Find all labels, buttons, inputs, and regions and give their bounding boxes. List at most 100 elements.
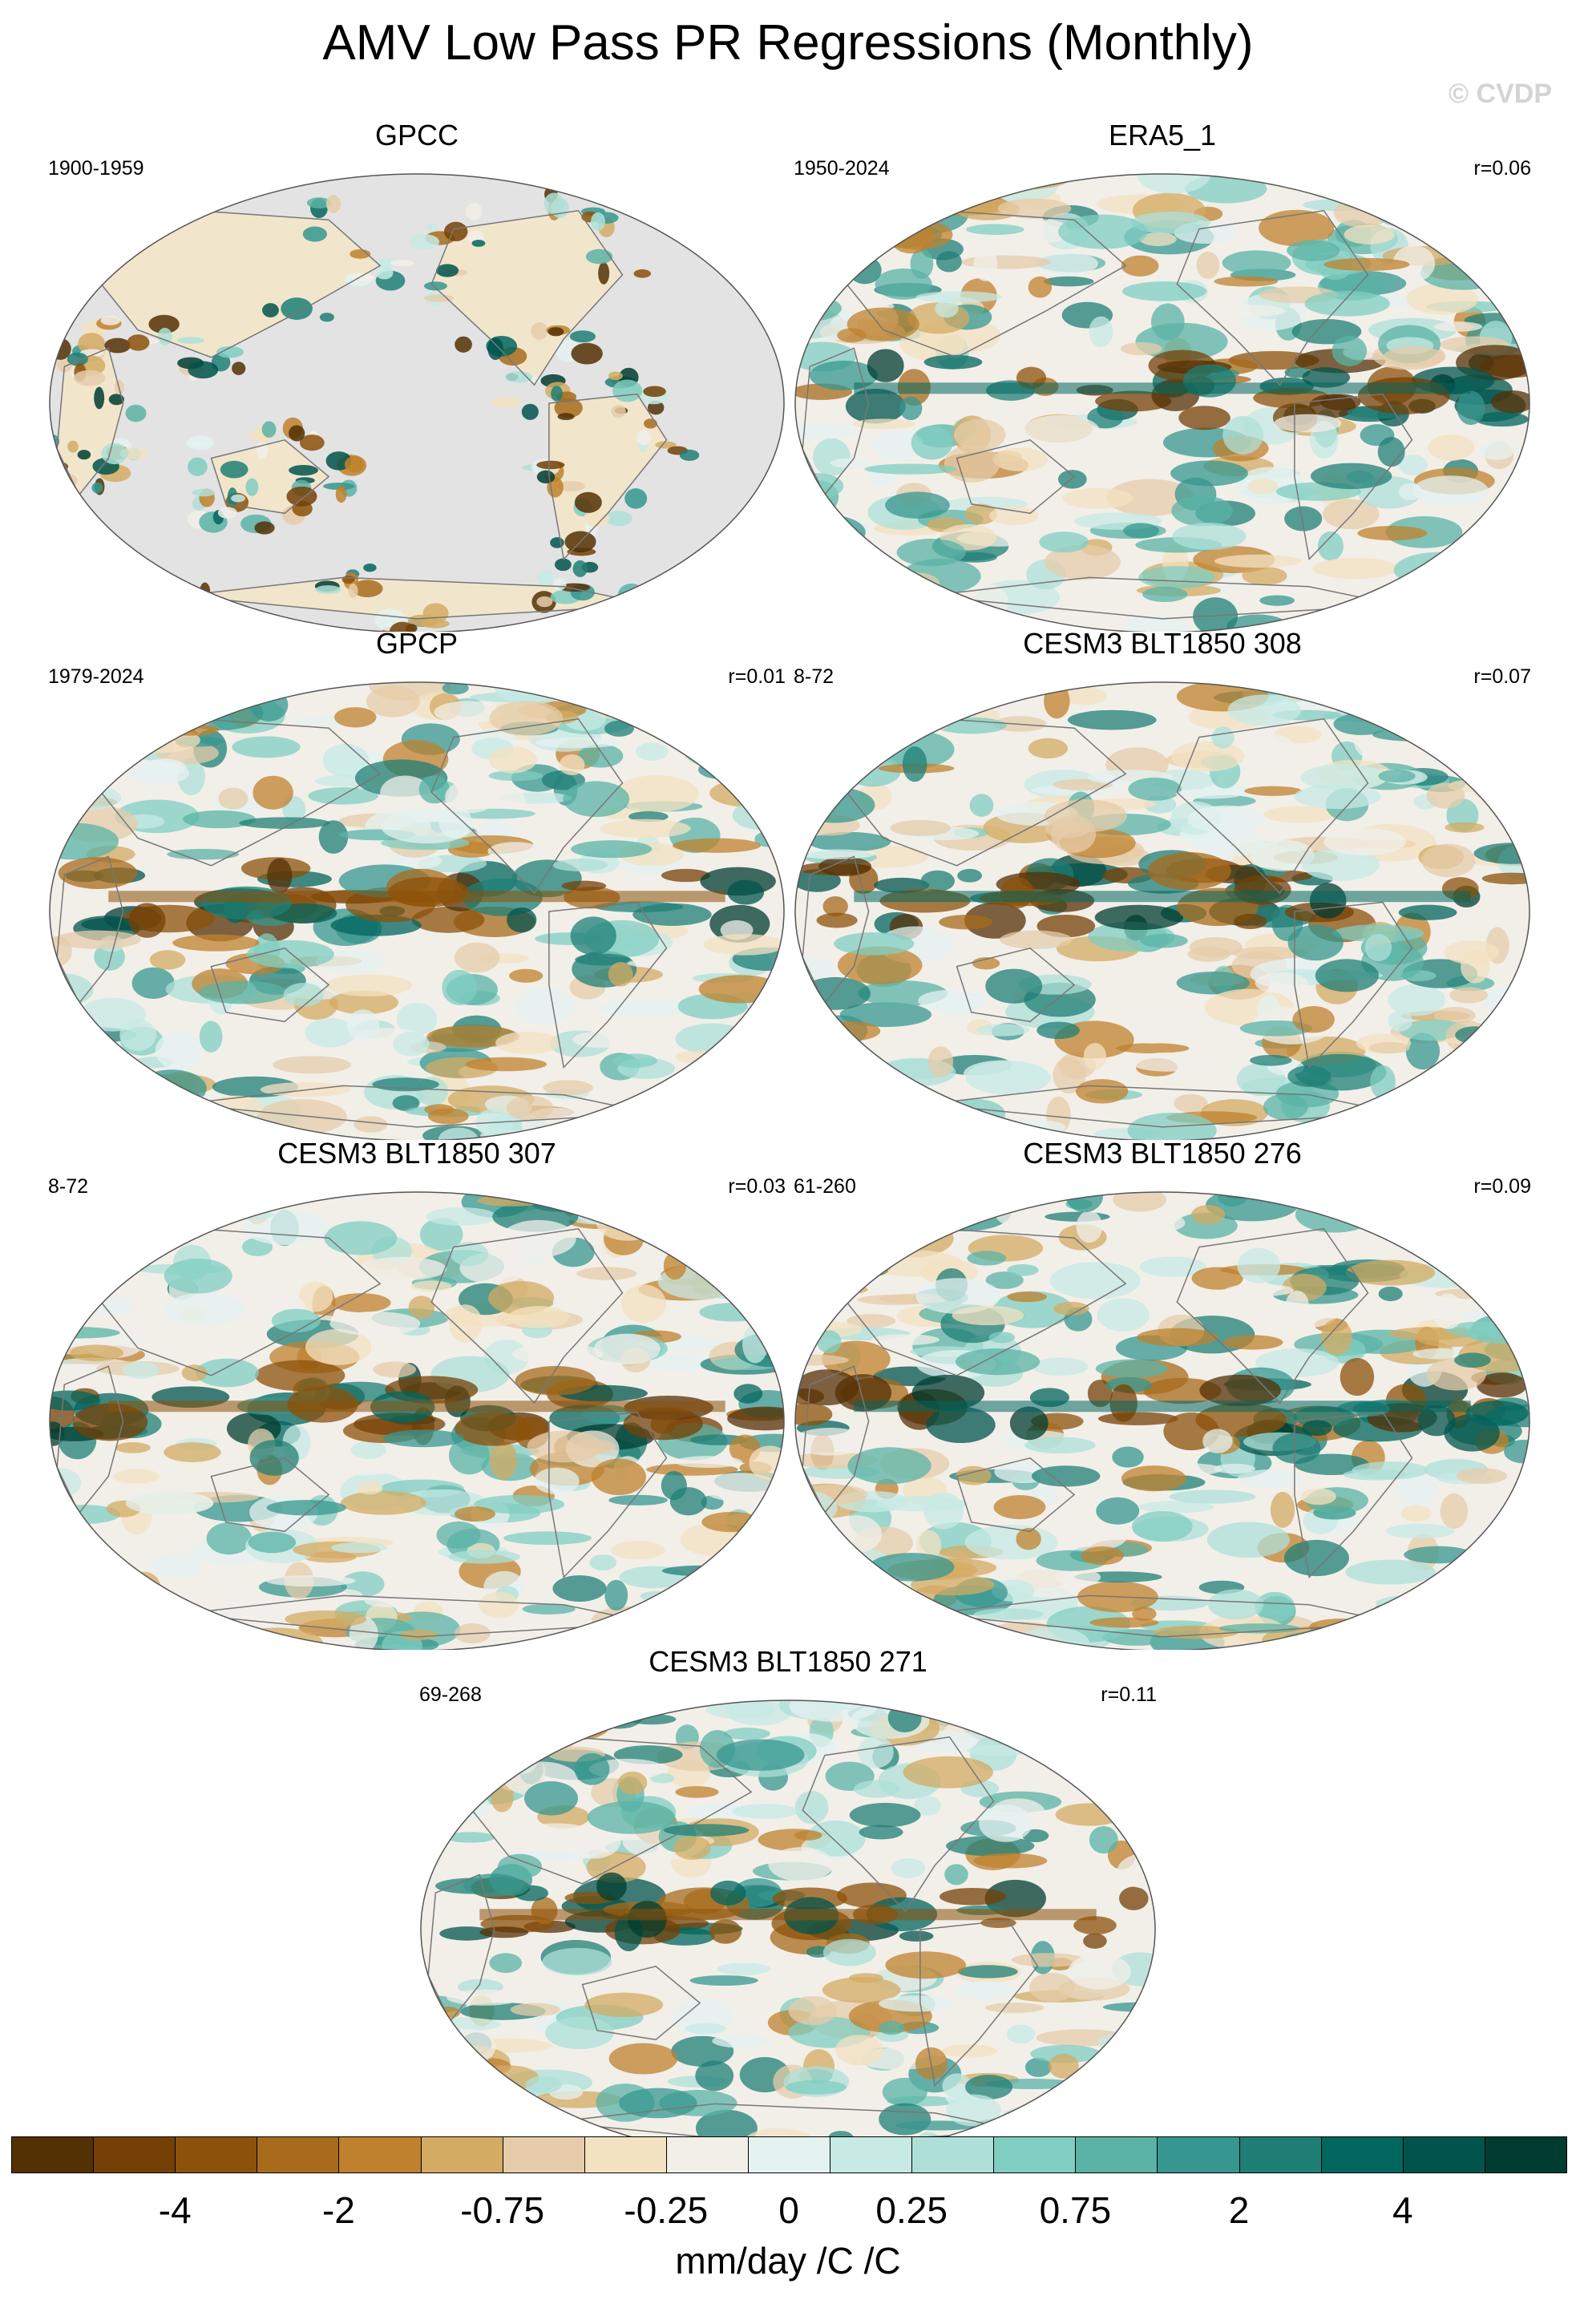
field-blob (694, 1263, 761, 1274)
field-blob (919, 1611, 952, 1647)
field-blob (992, 447, 1049, 471)
field-blob (157, 327, 172, 346)
field-blob (487, 842, 544, 861)
field-blob (956, 1465, 992, 1485)
field-blob (448, 1436, 490, 1475)
field-blob (1078, 1768, 1150, 1799)
field-blob (1016, 1527, 1041, 1550)
field-blob (1292, 1006, 1335, 1033)
field-blob (1421, 843, 1476, 878)
field-blob (164, 186, 182, 209)
field-blob (125, 404, 147, 422)
field-blob (1417, 1405, 1456, 1437)
field-blob (453, 1700, 487, 1713)
equatorial-band (854, 891, 1471, 903)
map-border (49, 681, 785, 1140)
field-blob (1506, 1047, 1530, 1068)
field-blob (845, 1242, 878, 1260)
field-blob (122, 1361, 160, 1379)
field-blob (437, 2028, 496, 2066)
field-blob (1259, 209, 1335, 247)
field-blob (851, 418, 915, 430)
field-blob (1509, 750, 1530, 782)
field-blob (1067, 709, 1157, 730)
field-blob (421, 1785, 456, 1813)
field-blob (725, 1700, 793, 1726)
field-blob (408, 1295, 435, 1320)
field-blob (1333, 713, 1389, 736)
field-blob (216, 346, 244, 358)
field-blob (1496, 1028, 1530, 1053)
field-blob (635, 742, 669, 762)
field-blob (1121, 255, 1159, 277)
field-blob (709, 1919, 742, 1944)
coastline (956, 1457, 1076, 1533)
field-blob (600, 818, 691, 839)
field-blob (795, 176, 848, 199)
field-blob (195, 1358, 259, 1388)
equatorial-band (108, 1400, 725, 1413)
field-blob (1242, 566, 1287, 585)
field-blob (1147, 852, 1231, 891)
field-blob (1396, 1218, 1423, 1251)
field-blob (558, 583, 591, 592)
field-blob (1398, 455, 1428, 476)
field-blob (1150, 303, 1185, 341)
field-blob (187, 435, 214, 451)
field-blob (100, 316, 121, 325)
field-blob (1429, 578, 1468, 592)
field-blob (536, 470, 556, 484)
panel-years: 69-268 (419, 1683, 482, 1706)
equatorial-band (108, 891, 725, 903)
colorbar-cell (1484, 2136, 1567, 2173)
field-blob (298, 1281, 333, 1312)
field-blob (231, 494, 246, 503)
colorbar-tick-label: -4 (158, 2189, 192, 2231)
field-blob (87, 1106, 173, 1126)
field-blob (979, 1805, 1032, 1842)
field-blob (442, 1708, 483, 1722)
field-blob (503, 1531, 592, 1546)
field-blob (522, 1603, 576, 1615)
map-border (794, 1191, 1530, 1650)
field-blob (421, 1726, 501, 1762)
field-blob (91, 1108, 164, 1140)
field-blob (989, 506, 1039, 526)
field-blob (636, 430, 651, 446)
field-blob (1405, 1033, 1441, 1070)
field-blob (459, 2116, 516, 2133)
field-blob (848, 548, 883, 569)
field-blob (331, 1293, 391, 1313)
field-blob (319, 313, 334, 322)
colorbar-tick-label: 0.25 (875, 2189, 948, 2231)
colorbar-units: mm/day /C /C (675, 2240, 901, 2282)
colorbar-cell (830, 2136, 913, 2173)
field-blob (1428, 434, 1475, 461)
field-blob (167, 848, 240, 860)
field-blob (594, 1700, 645, 1729)
field-blob (509, 968, 544, 983)
field-blob (1479, 219, 1530, 235)
field-blob (572, 1198, 658, 1209)
field-blob (1287, 924, 1344, 961)
equatorial-band (854, 1400, 1471, 1413)
field-blob (795, 1121, 840, 1134)
field-blob (1073, 1703, 1128, 1715)
colorbar-cell (502, 2136, 585, 2173)
field-blob (488, 770, 543, 782)
field-blob (830, 682, 892, 703)
field-blob (1006, 2024, 1036, 2044)
field-blob (650, 588, 677, 597)
coastline (210, 1457, 330, 1533)
field-blob (556, 480, 585, 492)
field-blob (1073, 1916, 1117, 1935)
field-blob (1301, 848, 1380, 881)
field-blob (598, 261, 610, 285)
field-blob (156, 1192, 191, 1214)
field-blob (66, 1543, 94, 1579)
map-panel-era5-1: ERA5_1 1950-2024 r=0.06 (794, 119, 1531, 632)
colorbar-cell (665, 2136, 749, 2173)
field-blob (687, 732, 746, 761)
field-blob (1132, 1510, 1193, 1542)
field-blob (375, 266, 394, 280)
